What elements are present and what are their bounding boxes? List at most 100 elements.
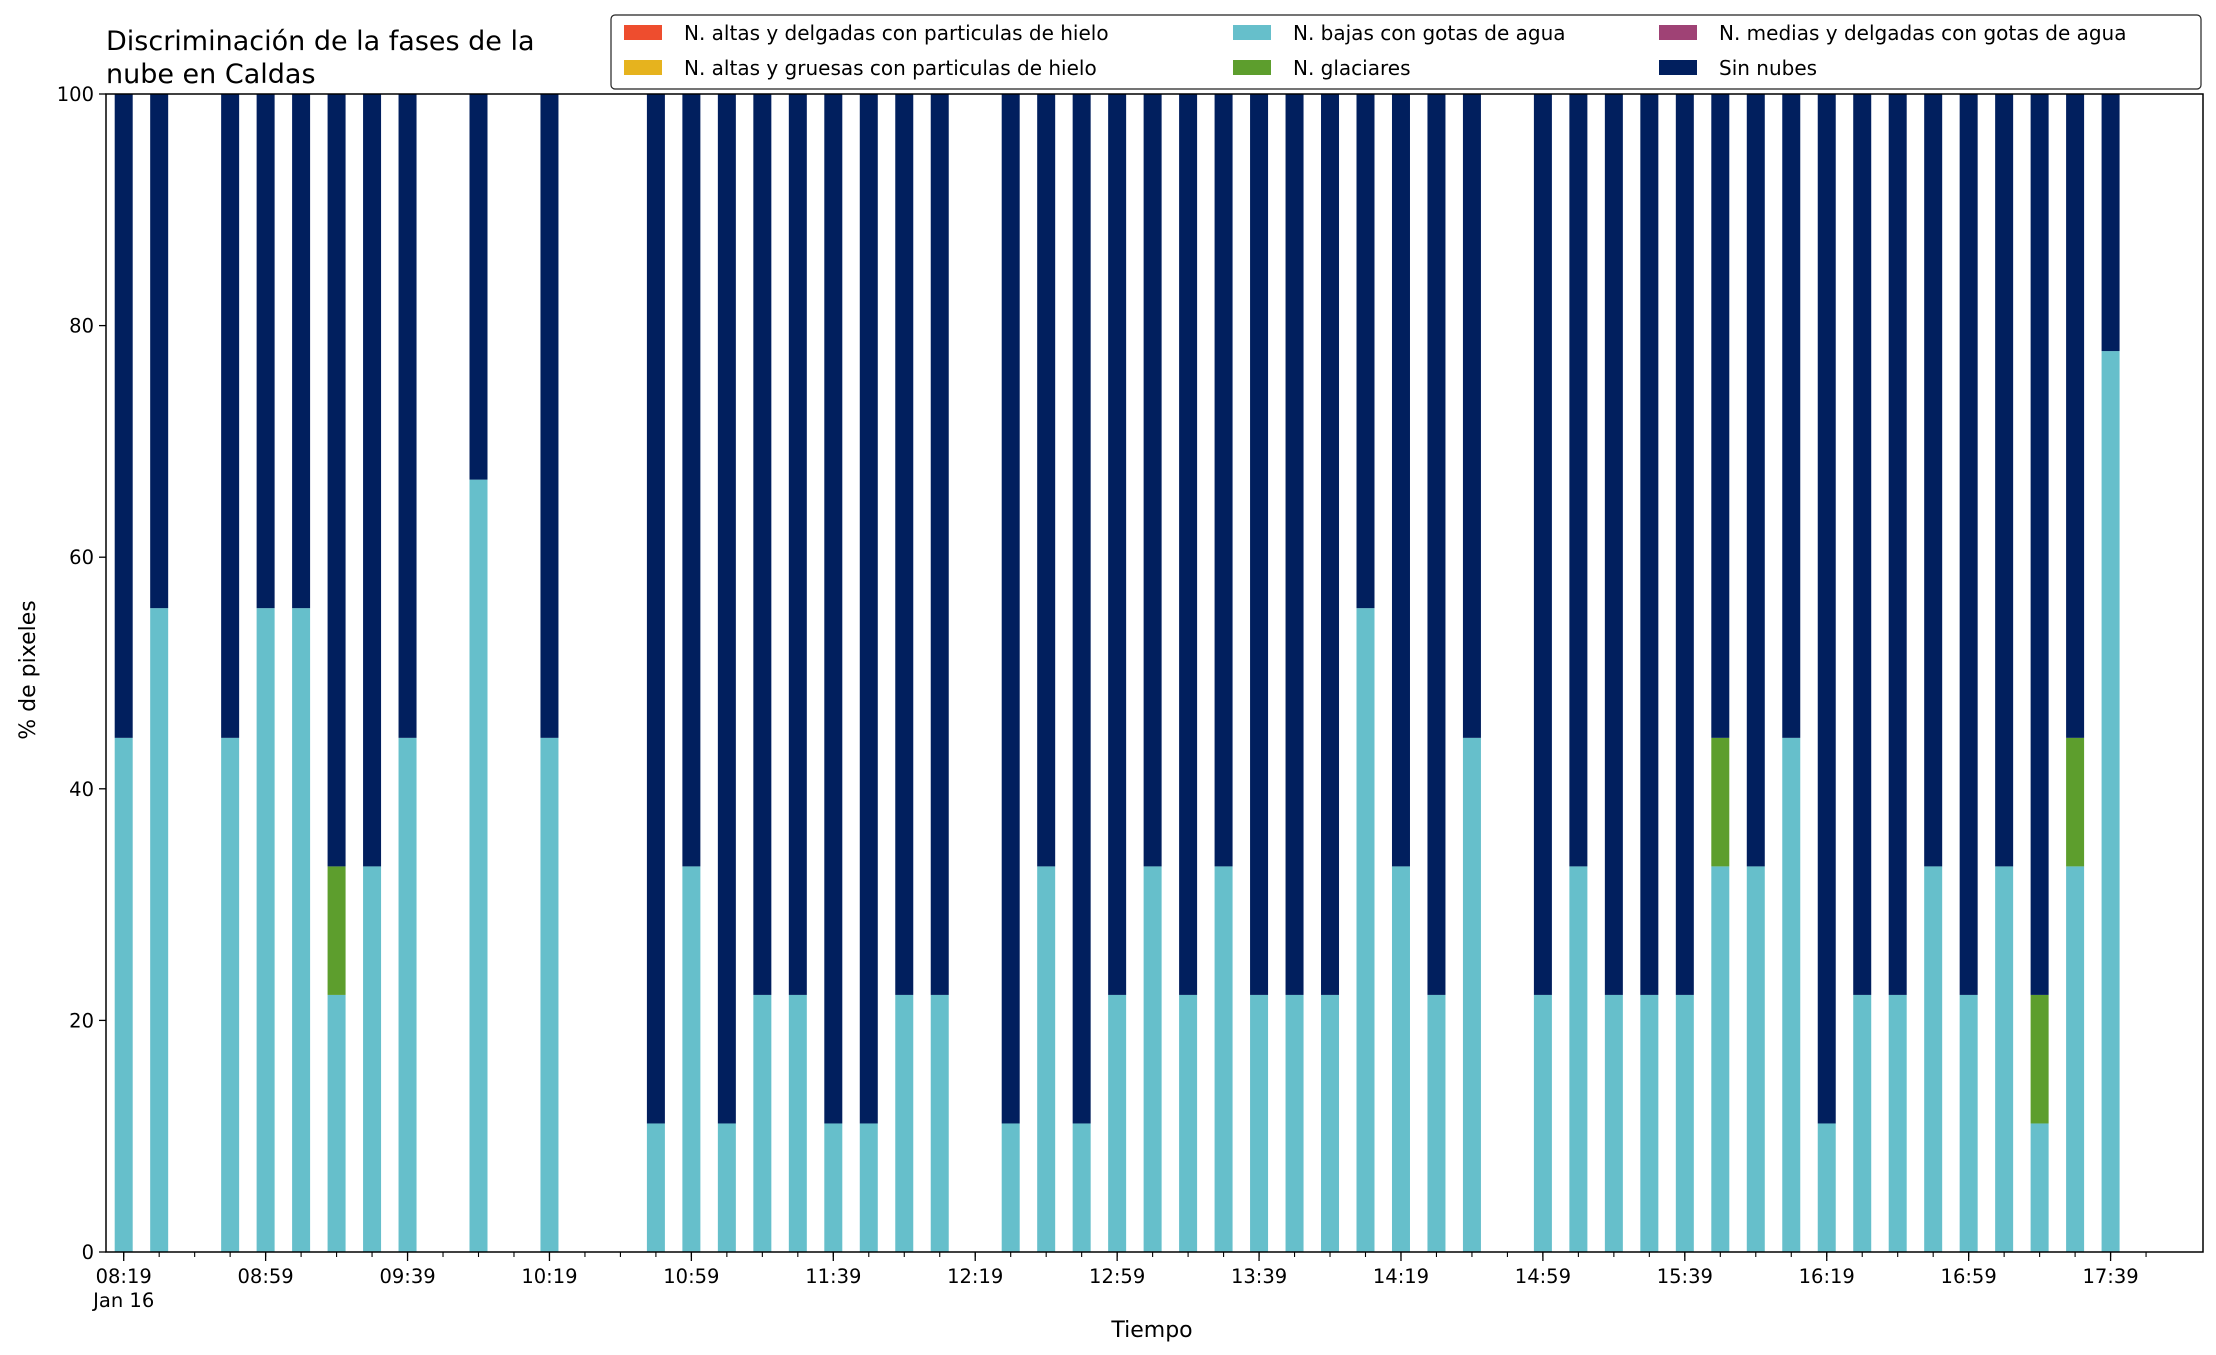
- bar-segment-sin-nubes: [682, 94, 701, 867]
- bar-segment-sin-nubes: [1675, 94, 1694, 995]
- chart-title-line-1: Discriminación de la fases de la: [106, 26, 535, 57]
- bar-segment-sin-nubes: [859, 94, 878, 1124]
- x-tick-label: 14:59: [1515, 1265, 1571, 1288]
- x-tick-label: 12:59: [1089, 1265, 1145, 1288]
- bar-segment-sin-nubes: [1533, 94, 1552, 995]
- legend-swatch-altas-delgadas: [624, 25, 662, 40]
- bar-segment-bajas: [150, 608, 169, 1252]
- bar-segment-bajas: [327, 994, 346, 1252]
- x-tick-label: 11:39: [805, 1265, 861, 1288]
- bar-segment-glaciares: [2030, 994, 2049, 1124]
- bar-segment-glaciares: [2066, 737, 2085, 867]
- legend-label-altas-gruesas: N. altas y gruesas con particulas de hie…: [684, 56, 1097, 80]
- bar-segment-sin-nubes: [221, 94, 240, 738]
- bar-segment-bajas: [114, 737, 133, 1252]
- bar-segment-bajas: [895, 994, 914, 1252]
- bar-segment-sin-nubes: [1285, 94, 1304, 995]
- bar-segment-sin-nubes: [1427, 94, 1446, 995]
- bar-segment-bajas: [1462, 737, 1481, 1252]
- x-tick-label: 14:19: [1373, 1265, 1429, 1288]
- bar-segment-sin-nubes: [363, 94, 382, 867]
- bar-segment-bajas: [2030, 1123, 2049, 1252]
- legend-label-bajas: N. bajas con gotas de agua: [1293, 21, 1566, 45]
- bar-segment-bajas: [1640, 994, 1659, 1252]
- x-tick-label: 17:39: [2082, 1265, 2138, 1288]
- bar-segment-bajas: [1569, 866, 1588, 1252]
- bar-segment-sin-nubes: [1782, 94, 1801, 738]
- bar-segment-sin-nubes: [753, 94, 772, 995]
- x-tick-label: 08:59: [238, 1265, 294, 1288]
- chart-title: Discriminación de la fases de la nube en…: [106, 26, 535, 90]
- bar-segment-bajas: [1995, 866, 2014, 1252]
- legend-swatch-glaciares: [1233, 60, 1271, 75]
- y-tick-label: 60: [69, 546, 94, 569]
- bar-segment-bajas: [363, 866, 382, 1252]
- bar-segment-sin-nubes: [1888, 94, 1907, 995]
- y-tick-label: 100: [57, 83, 94, 106]
- bar-segment-sin-nubes: [1959, 94, 1978, 995]
- y-tick-label: 40: [69, 778, 94, 801]
- bar-segment-bajas: [2066, 866, 2085, 1252]
- bar-segment-sin-nubes: [2030, 94, 2049, 995]
- bar-segment-bajas: [1321, 994, 1340, 1252]
- bar-segment-bajas: [717, 1123, 736, 1252]
- bar-segment-bajas: [256, 608, 275, 1252]
- bar-segment-sin-nubes: [540, 94, 559, 738]
- bar-segment-sin-nubes: [1711, 94, 1730, 738]
- bar-segment-sin-nubes: [150, 94, 169, 609]
- bar-segment-bajas: [1427, 994, 1446, 1252]
- y-tick-label: 0: [82, 1241, 94, 1264]
- bar-segment-bajas: [1391, 866, 1410, 1252]
- bar-segment-bajas: [1959, 994, 1978, 1252]
- bar-segment-sin-nubes: [327, 94, 346, 867]
- bar-segment-bajas: [1143, 866, 1162, 1252]
- bar-segment-sin-nubes: [114, 94, 133, 738]
- bar-segment-bajas: [398, 737, 417, 1252]
- x-tick-label: 16:19: [1799, 1265, 1855, 1288]
- bar-segment-bajas: [682, 866, 701, 1252]
- bar-segment-sin-nubes: [1250, 94, 1269, 995]
- legend-swatch-altas-gruesas: [624, 60, 662, 75]
- bar-segment-glaciares: [1711, 737, 1730, 867]
- bar-segment-bajas: [469, 479, 488, 1252]
- bar-segment-sin-nubes: [1001, 94, 1020, 1124]
- x-tick-label: 08:19: [96, 1265, 152, 1288]
- legend-label-medias: N. medias y delgadas con gotas de agua: [1719, 21, 2127, 45]
- bar-segment-sin-nubes: [1640, 94, 1659, 995]
- chart-title-line-2: nube en Caldas: [106, 59, 316, 90]
- bar-segment-bajas: [1250, 994, 1269, 1252]
- bar-segment-bajas: [1533, 994, 1552, 1252]
- bar-segment-sin-nubes: [895, 94, 914, 995]
- bar-segment-bajas: [1675, 994, 1694, 1252]
- bar-segment-bajas: [930, 994, 949, 1252]
- bar-segment-bajas: [824, 1123, 843, 1252]
- bar-segment-sin-nubes: [2101, 94, 2120, 352]
- bar-segment-bajas: [1108, 994, 1127, 1252]
- bar-segment-sin-nubes: [292, 94, 311, 609]
- bar-segment-sin-nubes: [1924, 94, 1943, 867]
- bar-segment-sin-nubes: [1746, 94, 1765, 867]
- bar-segment-sin-nubes: [1853, 94, 1872, 995]
- bar-segment-bajas: [540, 737, 559, 1252]
- legend-label-sin-nubes: Sin nubes: [1719, 56, 1817, 80]
- bar-segment-bajas: [1356, 608, 1375, 1252]
- legend-swatch-sin-nubes: [1659, 60, 1697, 75]
- bar-segment-sin-nubes: [1214, 94, 1233, 867]
- bar-segment-bajas: [1711, 866, 1730, 1252]
- bar-segment-sin-nubes: [788, 94, 807, 995]
- x-tick-label: 10:19: [521, 1265, 577, 1288]
- legend-swatch-medias: [1659, 25, 1697, 40]
- bar-segment-sin-nubes: [469, 94, 488, 480]
- bars-group: [114, 94, 2120, 1253]
- x-axis-label: Tiempo: [1110, 1318, 1192, 1343]
- x-tick-label: 16:59: [1941, 1265, 1997, 1288]
- x-tick-label: 13:39: [1231, 1265, 1287, 1288]
- bar-segment-bajas: [1817, 1123, 1836, 1252]
- bar-segment-bajas: [1214, 866, 1233, 1252]
- bar-segment-sin-nubes: [398, 94, 417, 738]
- bar-segment-bajas: [1782, 737, 1801, 1252]
- bar-segment-sin-nubes: [1462, 94, 1481, 738]
- bar-segment-bajas: [221, 737, 240, 1252]
- bar-segment-bajas: [1604, 994, 1623, 1252]
